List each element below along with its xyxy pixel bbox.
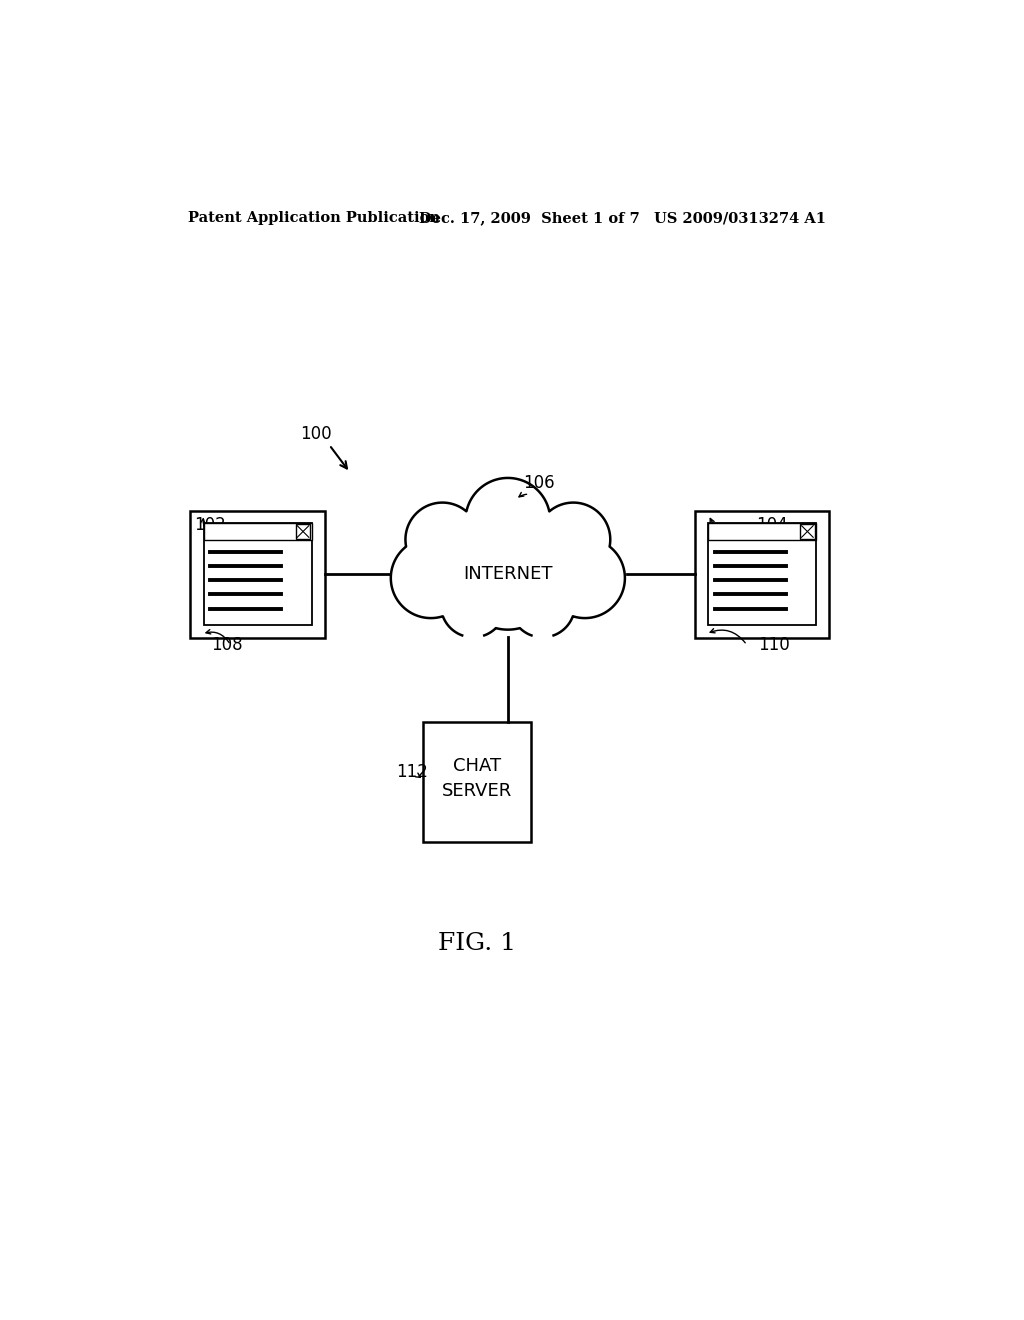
Circle shape — [545, 539, 625, 618]
Text: 108: 108 — [211, 636, 243, 653]
Text: 102: 102 — [195, 516, 226, 533]
Text: 106: 106 — [523, 474, 555, 492]
Text: 110: 110 — [759, 636, 791, 653]
Circle shape — [466, 478, 550, 562]
Bar — [708, 524, 816, 540]
Circle shape — [460, 535, 556, 630]
Bar — [204, 524, 311, 540]
Circle shape — [510, 573, 574, 638]
Bar — [204, 524, 311, 626]
Text: FIG. 1: FIG. 1 — [438, 932, 516, 956]
Bar — [190, 511, 325, 638]
Text: CHAT
SERVER: CHAT SERVER — [442, 756, 512, 800]
Circle shape — [441, 573, 506, 638]
Text: 100: 100 — [300, 425, 332, 444]
Bar — [296, 524, 310, 539]
Text: 104: 104 — [756, 516, 787, 533]
Text: Dec. 17, 2009  Sheet 1 of 7: Dec. 17, 2009 Sheet 1 of 7 — [419, 211, 640, 226]
Text: INTERNET: INTERNET — [463, 565, 553, 583]
Bar — [423, 722, 531, 842]
Bar — [800, 524, 815, 539]
Bar — [708, 524, 816, 626]
Text: 112: 112 — [396, 763, 428, 780]
Circle shape — [391, 539, 471, 618]
Text: Patent Application Publication: Patent Application Publication — [188, 211, 440, 226]
Circle shape — [406, 503, 479, 577]
Bar — [694, 511, 829, 638]
Text: US 2009/0313274 A1: US 2009/0313274 A1 — [654, 211, 826, 226]
Circle shape — [537, 503, 610, 577]
